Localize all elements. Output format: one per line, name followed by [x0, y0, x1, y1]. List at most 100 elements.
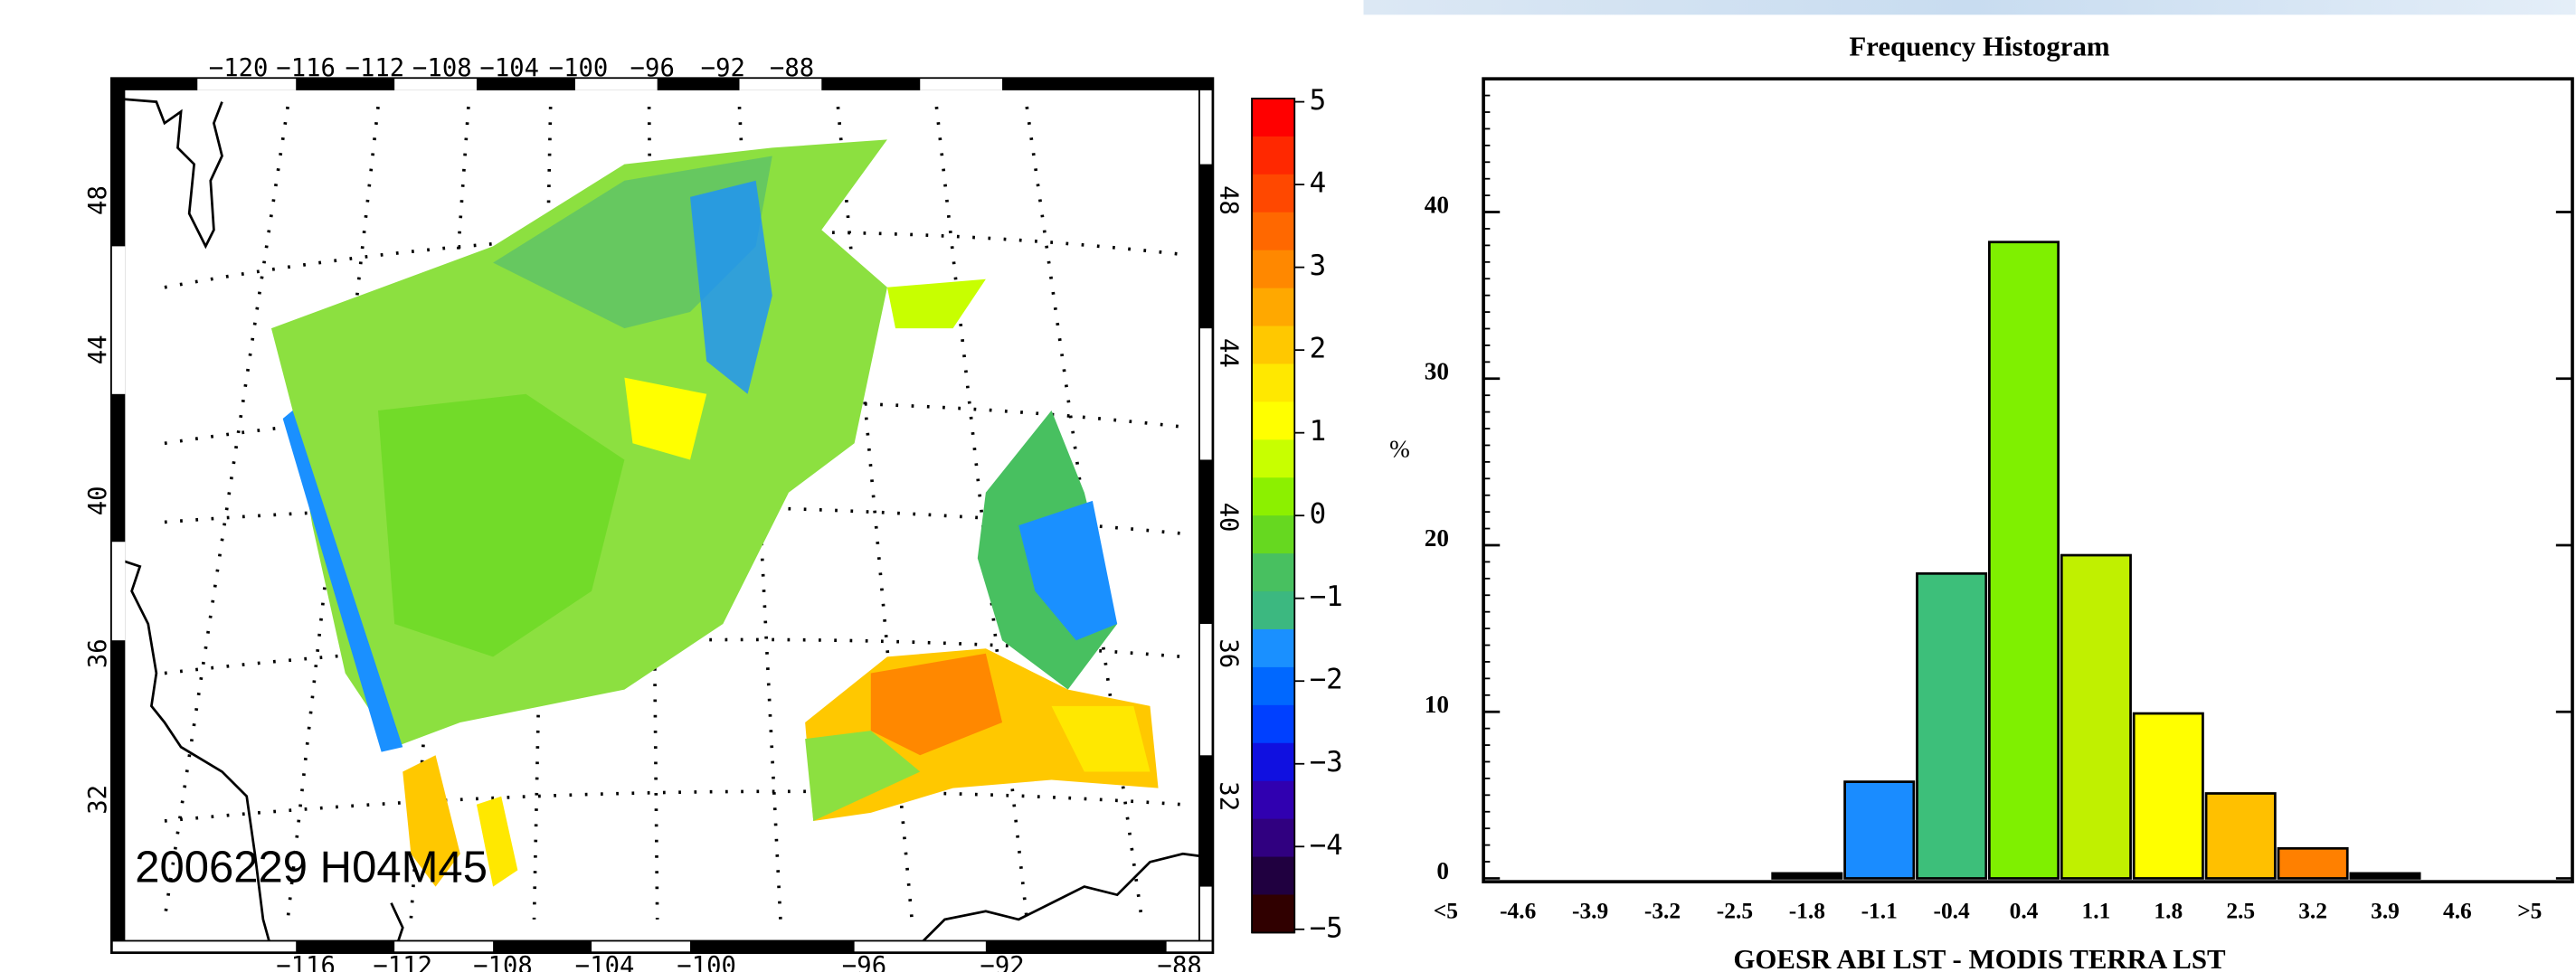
- colorbar-cell: [1252, 515, 1295, 555]
- lon-label: −92: [701, 54, 745, 82]
- lon-label: −104: [479, 54, 539, 82]
- bar: [2349, 872, 2421, 880]
- lat-label: 40: [1214, 503, 1242, 533]
- colorbar-cell: [1252, 856, 1295, 896]
- colorbar-cell: [1252, 591, 1295, 630]
- x-tick-label: >5: [2517, 898, 2542, 923]
- colorbar-cell: [1252, 363, 1295, 403]
- colorbar-cell: [1252, 628, 1295, 668]
- colorbar-label: 1: [1310, 415, 1327, 448]
- timestamp: 2006229 H04M45: [135, 843, 488, 892]
- colorbar-label: 0: [1310, 498, 1327, 531]
- y-tick-label: 30: [1425, 358, 1449, 385]
- colorbar-cell: [1252, 818, 1295, 858]
- colorbar-cell: [1252, 136, 1295, 175]
- colorbar-label: −2: [1310, 664, 1343, 696]
- x-tick-label: 4.6: [2443, 898, 2472, 923]
- x-tick-label: 0.4: [2010, 898, 2039, 923]
- colorbar-cell: [1252, 174, 1295, 213]
- lon-label: −116: [276, 952, 336, 972]
- x-tick-label: -0.4: [1934, 898, 1971, 923]
- colorbar-label: −4: [1310, 829, 1343, 862]
- colorbar-label: 3: [1310, 250, 1327, 282]
- x-tick-label: 2.5: [2226, 898, 2255, 923]
- x-tick-label: <5: [1434, 898, 1458, 923]
- lon-label: −88: [770, 54, 814, 82]
- bar: [2204, 792, 2277, 880]
- bar: [2277, 846, 2349, 880]
- colorbar-label: −3: [1310, 746, 1343, 779]
- lat-label: 44: [1214, 338, 1242, 368]
- colorbar-cell: [1252, 742, 1295, 782]
- colorbar-cell: [1252, 326, 1295, 365]
- colorbar-cell: [1252, 250, 1295, 289]
- lat-label: 36: [1214, 638, 1242, 668]
- colorbar-cell: [1252, 212, 1295, 251]
- bar: [2060, 553, 2132, 880]
- lon-label: −108: [412, 54, 472, 82]
- y-tick-label: 20: [1425, 524, 1449, 552]
- lon-label: −100: [549, 54, 609, 82]
- frame-ticks: [110, 78, 1214, 954]
- bar: [2132, 712, 2204, 880]
- colorbar-cell: [1252, 98, 1295, 137]
- bar: [1916, 571, 1988, 880]
- bar: [1771, 872, 1843, 880]
- lon-label: −120: [209, 54, 269, 82]
- y-tick-label: 40: [1425, 191, 1449, 218]
- x-tick-label: 3.9: [2371, 898, 2400, 923]
- lat-label: 48: [1214, 185, 1242, 215]
- x-axis-label: GOESR ABI LST - MODIS TERRA LST: [1733, 944, 2226, 972]
- lon-label: −116: [276, 54, 336, 82]
- lon-label: −96: [630, 54, 675, 82]
- colorbar-label: 4: [1310, 167, 1327, 200]
- lat-label: 36: [84, 638, 112, 668]
- lat-label: 44: [84, 335, 112, 364]
- lat-label: 48: [84, 185, 112, 215]
- lon-label: −92: [980, 952, 1024, 972]
- colorbar-cell: [1252, 780, 1295, 820]
- lon-label: −112: [346, 54, 405, 82]
- x-tick-label: -3.9: [1572, 898, 1608, 923]
- x-tick-label: -2.5: [1717, 898, 1753, 923]
- colorbar-label: −5: [1310, 911, 1343, 944]
- colorbar-cell: [1252, 666, 1295, 706]
- colorbar-cell: [1252, 894, 1295, 934]
- x-tick-label: 1.8: [2154, 898, 2183, 923]
- x-tick-label: 1.1: [2082, 898, 2111, 923]
- lat-label: 40: [84, 486, 112, 515]
- colorbar-cell: [1252, 553, 1295, 592]
- bar: [1988, 241, 2060, 880]
- x-tick-label: -3.2: [1644, 898, 1681, 923]
- colorbar-cell: [1252, 401, 1295, 441]
- colorbar-cell: [1252, 704, 1295, 744]
- colorbar-cell: [1252, 439, 1295, 479]
- lon-label: −88: [1158, 952, 1202, 972]
- colorbar-label: 2: [1310, 333, 1327, 365]
- x-tick-label: -1.8: [1789, 898, 1825, 923]
- lon-label: −96: [842, 952, 886, 972]
- lon-label: −112: [373, 952, 432, 972]
- y-axis-label: %: [1389, 436, 1410, 463]
- bar: [1843, 780, 1916, 880]
- lat-label: 32: [84, 785, 112, 815]
- colorbar: 5 4 3 2 1 0 −1 −2 −3 −4 −5: [1251, 84, 1343, 944]
- colorbar-label: 5: [1310, 84, 1327, 117]
- lon-label: −104: [575, 952, 635, 972]
- lon-label: −100: [677, 952, 736, 972]
- colorbar-cell: [1252, 477, 1295, 517]
- colorbar-cell: [1252, 288, 1295, 327]
- x-tick-label: -1.1: [1861, 898, 1898, 923]
- y-tick-label: 0: [1436, 857, 1449, 884]
- chart-title: Frequency Histogram: [1849, 32, 2110, 62]
- x-tick-label: 3.2: [2298, 898, 2327, 923]
- lat-label: 32: [1214, 781, 1242, 811]
- colorbar-label: −1: [1310, 580, 1343, 613]
- x-tick-label: -4.6: [1500, 898, 1536, 923]
- header-strip: [1363, 0, 2576, 15]
- lst-field: [270, 139, 1159, 887]
- y-tick-label: 10: [1425, 691, 1449, 718]
